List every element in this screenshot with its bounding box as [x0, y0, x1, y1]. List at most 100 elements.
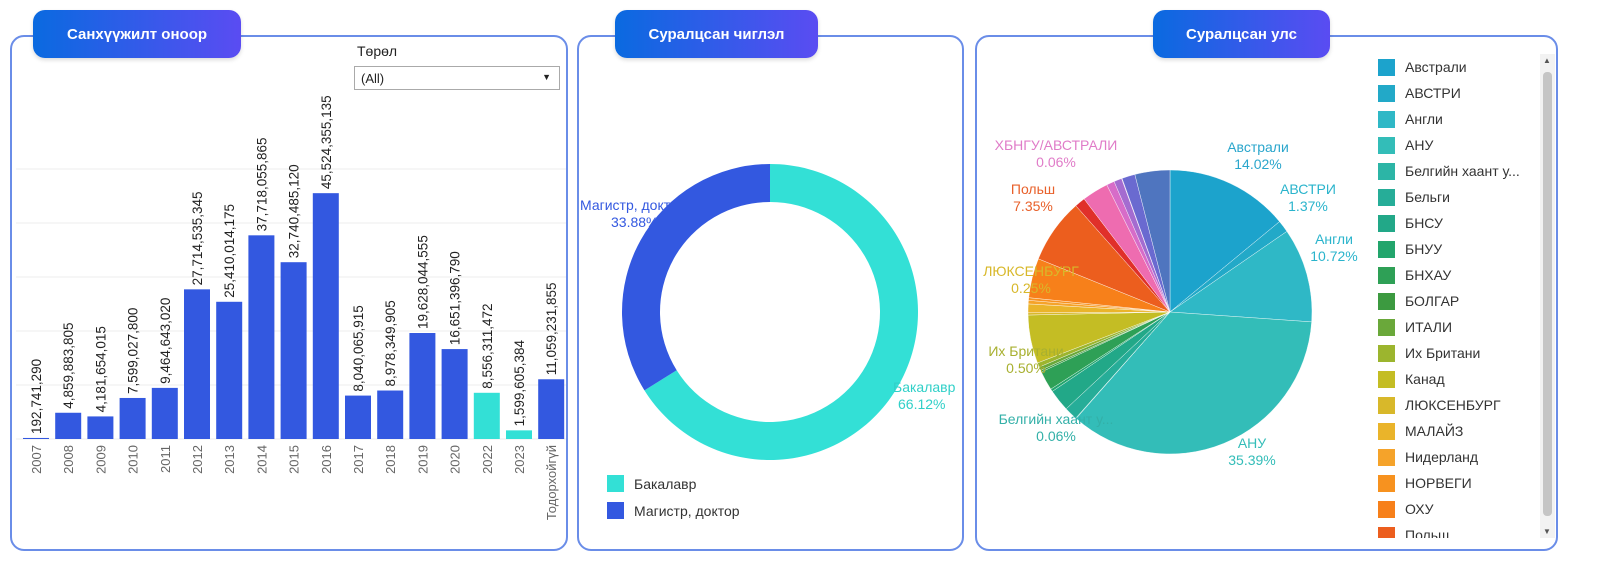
x-tick-label: 2016 [319, 445, 334, 474]
legend-swatch [1378, 162, 1395, 180]
slice-label-name: Бакалавр [893, 379, 956, 395]
bar-data-label: 1,599,605,384 [512, 340, 527, 427]
x-tick-label: 2015 [287, 445, 302, 474]
bar-data-label: 37,718,055,865 [254, 137, 269, 231]
legend-label: АВСТРИ [1405, 85, 1461, 101]
bar-2009 [87, 416, 114, 439]
legend-item[interactable]: Нидерланд [1378, 444, 1538, 470]
slice-label-value: 66.12% [898, 396, 945, 412]
legend-swatch [1378, 214, 1395, 232]
pie-slice [1169, 169, 1280, 313]
chevron-down-icon: ▼ [542, 72, 551, 82]
scroll-down-icon[interactable]: ▼ [1543, 527, 1551, 536]
donut-slice [622, 164, 770, 391]
legend-item[interactable]: АНУ [1378, 132, 1538, 158]
legend-swatch [1378, 474, 1395, 492]
field-title: Суралцсан чиглэл [615, 10, 818, 58]
x-tick-label: 2007 [29, 445, 44, 474]
legend-scrollbar[interactable]: ▲ ▼ [1540, 54, 1555, 538]
bar-data-label: 9,464,643,020 [158, 298, 173, 384]
legend-label: Канад [1405, 371, 1445, 387]
bar-Тодорхойгүй [538, 379, 565, 439]
x-tick-label: 2011 [158, 445, 173, 473]
legend-label: Польш [1405, 527, 1450, 538]
legend-label: БНХАУ [1405, 267, 1452, 283]
bar-data-label: 4,859,883,805 [61, 322, 76, 408]
type-filter-value: (All) [361, 71, 385, 86]
pie-slice [1075, 311, 1312, 455]
x-tick-label: 2023 [512, 445, 527, 474]
bar-2007 [23, 437, 49, 439]
pie-label-name: ЛЮКСЕНБУРГ [983, 263, 1079, 279]
legend-item[interactable]: Австрали [1378, 54, 1538, 80]
pie-label-value: 1.37% [1288, 198, 1328, 214]
legend-item[interactable]: Канад [1378, 366, 1538, 392]
legend-item[interactable]: Бакалавр [607, 470, 740, 497]
legend-swatch [607, 475, 624, 492]
legend-item[interactable]: БНХАУ [1378, 262, 1538, 288]
legend-item[interactable]: Магистр, доктор [607, 497, 740, 524]
pie-label-name: АНУ [1238, 435, 1266, 451]
legend-item[interactable]: ЛЮКСЕНБУРГ [1378, 392, 1538, 418]
legend-item[interactable]: Их Британи [1378, 340, 1538, 366]
x-tick-label: 2010 [126, 445, 141, 474]
pie-label-name: АВСТРИ [1280, 181, 1336, 197]
legend-item[interactable]: ОХУ [1378, 496, 1538, 522]
bar-data-label: 32,740,485,120 [287, 164, 302, 258]
legend-item[interactable]: БОЛГАР [1378, 288, 1538, 314]
bar-data-label: 8,040,065,915 [351, 305, 366, 391]
scrollbar-thumb[interactable] [1543, 72, 1552, 516]
bar-data-label: 192,741,290 [29, 359, 44, 434]
slice-label-name: Магистр, доктор [580, 197, 686, 213]
pie-slice [1169, 231, 1313, 323]
legend-item[interactable]: БНСУ [1378, 210, 1538, 236]
legend-item[interactable]: ИТАЛИ [1378, 314, 1538, 340]
x-tick-label: 2019 [415, 445, 430, 474]
type-filter-dropdown[interactable]: (All) ▼ [354, 66, 560, 90]
legend-swatch [1378, 344, 1395, 362]
legend-label: ИТАЛИ [1405, 319, 1453, 335]
legend-swatch [1378, 266, 1395, 284]
scroll-up-icon[interactable]: ▲ [1543, 56, 1551, 65]
legend-swatch [1378, 370, 1395, 388]
bar-data-label: 27,714,535,345 [190, 191, 205, 285]
bar-data-label: 11,059,231,855 [544, 282, 559, 375]
bar-data-label: 45,524,355,135 [319, 95, 334, 189]
bar-data-label: 8,556,311,472 [480, 303, 495, 388]
pie-label-value: 35.39% [1228, 452, 1275, 468]
bar-2011 [151, 387, 178, 439]
pie-label-value: 0.06% [1036, 154, 1076, 170]
bar-2016 [312, 193, 339, 439]
legend-swatch [607, 502, 624, 519]
pie-label-value: 0.25% [1011, 280, 1051, 296]
legend-swatch [1378, 448, 1395, 466]
legend-label: Белгийн хаант у... [1405, 163, 1520, 179]
pie-label-value: 10.72% [1310, 248, 1357, 264]
legend-item[interactable]: БНУУ [1378, 236, 1538, 262]
bar-2020 [441, 349, 468, 439]
legend-item[interactable]: МАЛАЙЗ [1378, 418, 1538, 444]
x-tick-label: 2013 [222, 445, 237, 474]
bar-2023 [506, 430, 532, 439]
pie-label-name: Австрали [1227, 139, 1289, 155]
pie-label-name: Их Британи [988, 343, 1063, 359]
legend-label: ЛЮКСЕНБУРГ [1405, 397, 1501, 413]
legend-item[interactable]: Белгийн хаант у... [1378, 158, 1538, 184]
bar-2010 [119, 397, 146, 439]
bar-2017 [345, 395, 371, 439]
legend-label: Бакалавр [634, 475, 697, 492]
bar-2018 [377, 390, 404, 439]
pie-label-name: Англи [1315, 231, 1353, 247]
bar-2014 [248, 235, 275, 439]
legend-item[interactable]: Польш [1378, 522, 1538, 538]
legend-item[interactable]: АВСТРИ [1378, 80, 1538, 106]
x-tick-label: 2014 [254, 445, 269, 474]
legend-item[interactable]: Бельги [1378, 184, 1538, 210]
bar-2022 [473, 392, 500, 439]
legend-item[interactable]: Англи [1378, 106, 1538, 132]
x-tick-label: 2012 [190, 445, 205, 474]
legend-item[interactable]: НОРВЕГИ [1378, 470, 1538, 496]
pie-slice [1134, 169, 1171, 313]
